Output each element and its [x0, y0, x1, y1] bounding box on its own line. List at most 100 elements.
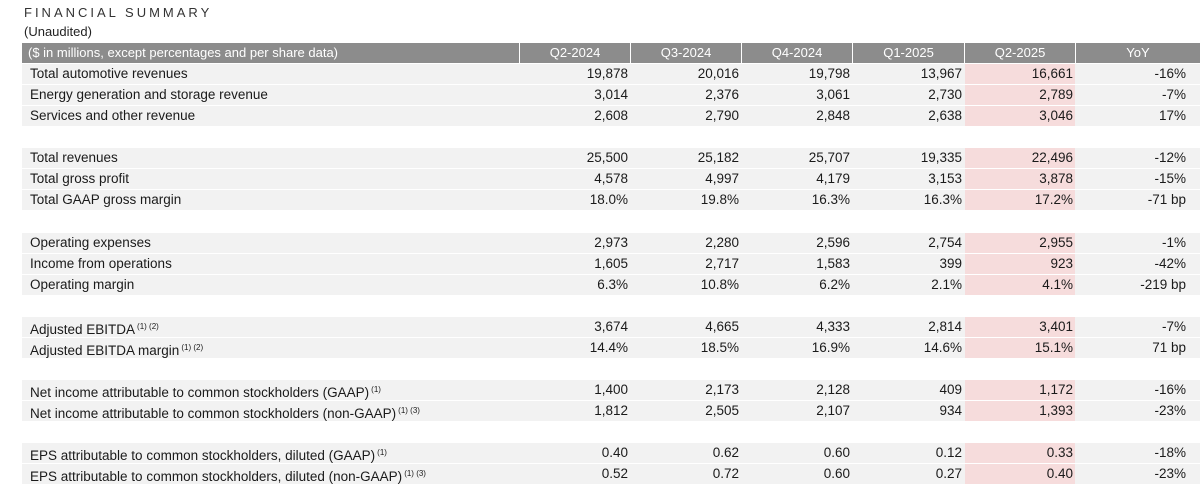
table-row: Services and other revenue 2,608 2,790 2,84… — [22, 106, 1200, 126]
current-quarter-highlight — [965, 64, 1075, 84]
header-col-q3-2024: Q3-2024 — [660, 45, 712, 60]
cell-q2-2025: 3,046 — [1039, 108, 1073, 123]
cell-q3-2024: 25,182 — [697, 150, 739, 165]
table-row: Adjusted EBITDA (1) (2) 3,674 4,665 4,333 2,8… — [22, 317, 1200, 337]
cell-q4-2024: 16.9% — [811, 340, 850, 355]
cell-q3-2024: 20,016 — [697, 66, 739, 81]
cell-q1-2025: 2,754 — [928, 235, 962, 250]
footnote-reference: (1) (2) — [137, 322, 159, 331]
cell-q4-2024: 2,848 — [816, 108, 850, 123]
cell-q3-2024: 4,997 — [705, 171, 739, 186]
cell-q2-2025: 2,955 — [1039, 235, 1073, 250]
cell-q4-2024: 0.60 — [823, 445, 850, 460]
cell-q4-2024: 2,128 — [816, 382, 850, 397]
cell-q2-2025: 0.33 — [1046, 445, 1073, 460]
current-quarter-highlight — [965, 275, 1075, 295]
cell-yoy: -71 bp — [1147, 192, 1186, 207]
cell-q2-2024: 25,500 — [586, 150, 628, 165]
cell-q2-2025: 16,661 — [1031, 66, 1073, 81]
cell-q1-2025: 16.3% — [923, 192, 962, 207]
row-label-text: Income from operations — [30, 256, 172, 271]
cell-q1-2025: 14.6% — [923, 340, 962, 355]
table-row: Operating margin 6.3% 10.8% 6.2% 2.1% 4.1% -21… — [22, 275, 1200, 295]
cell-yoy: -23% — [1154, 403, 1186, 418]
cell-yoy: -23% — [1154, 466, 1186, 481]
cell-yoy: 71 bp — [1152, 340, 1186, 355]
header-col-q1-2025: Q1-2025 — [883, 45, 934, 60]
cell-yoy: -42% — [1154, 256, 1186, 271]
cell-q2-2025: 1,393 — [1039, 403, 1073, 418]
header-col-q2-2024: Q2-2024 — [549, 45, 601, 60]
table-row: EPS attributable to common stockholders,… — [22, 464, 1200, 484]
row-label-text: Operating expenses — [30, 235, 151, 250]
row-label-text: Total GAAP gross margin — [30, 192, 182, 207]
cell-q1-2025: 2,814 — [928, 319, 962, 334]
cell-q2-2024: 3,674 — [594, 319, 628, 334]
table-row: Energy generation and storage revenue 3,0… — [22, 85, 1200, 105]
table-header: ($ in millions, except percentages and p… — [22, 43, 1200, 63]
header-col-q2-2025: Q2-2025 — [994, 45, 1046, 60]
current-quarter-highlight — [965, 190, 1075, 210]
row-label: Total GAAP gross margin — [30, 190, 181, 210]
cell-q4-2024: 3,061 — [816, 87, 850, 102]
cell-q2-2024: 0.40 — [601, 445, 628, 460]
cell-q4-2024: 0.60 — [823, 466, 850, 481]
cell-q4-2024: 6.2% — [819, 277, 850, 292]
row-label-text: Services and other revenue — [30, 108, 196, 123]
header-divider — [852, 43, 853, 63]
row-label-text: Net income attributable to common stockh… — [30, 385, 370, 400]
current-quarter-highlight — [965, 443, 1075, 463]
cell-yoy: -18% — [1154, 445, 1186, 460]
cell-q2-2025: 15.1% — [1034, 340, 1073, 355]
current-quarter-highlight — [965, 106, 1075, 126]
cell-q2-2024: 1,605 — [594, 256, 628, 271]
page-title: FINANCIAL SUMMARY — [24, 5, 213, 20]
cell-yoy: -16% — [1154, 382, 1186, 397]
cell-q3-2024: 0.72 — [712, 466, 739, 481]
cell-q1-2025: 3,153 — [928, 171, 962, 186]
cell-yoy: 17% — [1158, 108, 1186, 123]
table-row: Total automotive revenues 19,878 20,016 19,… — [22, 64, 1200, 84]
row-label: Services and other revenue — [30, 106, 195, 126]
cell-q2-2024: 4,578 — [594, 171, 628, 186]
header-divider — [630, 43, 631, 63]
cell-q4-2024: 4,333 — [816, 319, 850, 334]
row-label: Net income attributable to common stockh… — [30, 401, 420, 424]
table-row: Total GAAP gross margin 18.0% 19.8% 16.3% 16… — [22, 190, 1200, 210]
cell-q1-2025: 2.1% — [931, 277, 962, 292]
cell-q2-2025: 0.40 — [1046, 466, 1073, 481]
cell-yoy: -16% — [1154, 66, 1186, 81]
cell-q3-2024: 2,717 — [705, 256, 739, 271]
row-label-text: Net income attributable to common stockh… — [30, 406, 397, 421]
cell-q4-2024: 25,707 — [808, 150, 850, 165]
row-label: Operating margin — [30, 275, 134, 295]
table-row: Total revenues 25,500 25,182 25,707 19,335 22… — [22, 148, 1200, 168]
row-label-text: Energy generation and storage revenue — [30, 87, 268, 102]
current-quarter-highlight — [965, 148, 1075, 168]
cell-q2-2024: 14.4% — [589, 340, 628, 355]
table-row: Net income attributable to common stockh… — [22, 380, 1200, 400]
header-divider — [519, 43, 520, 63]
header-col-q4-2024: Q4-2024 — [771, 45, 823, 60]
cell-q1-2025: 19,335 — [920, 150, 962, 165]
row-label: Adjusted EBITDA (1) (2) — [30, 317, 159, 340]
row-label: EPS attributable to common stockholders,… — [30, 443, 387, 466]
current-quarter-highlight — [965, 317, 1075, 337]
table-row: Adjusted EBITDA margin (1) (2) 14.4% 18.5% 1… — [22, 338, 1200, 358]
cell-q1-2025: 2,638 — [928, 108, 962, 123]
row-label: Operating expenses — [30, 233, 151, 253]
cell-q3-2024: 2,173 — [705, 382, 739, 397]
footnote-reference: (1) — [371, 385, 381, 394]
cell-q3-2024: 2,505 — [705, 403, 739, 418]
header-label: ($ in millions, except percentages and p… — [28, 45, 339, 60]
cell-q1-2025: 399 — [939, 256, 962, 271]
current-quarter-highlight — [965, 401, 1075, 421]
cell-q2-2025: 923 — [1050, 256, 1073, 271]
row-label: EPS attributable to common stockholders,… — [30, 464, 426, 487]
cell-q3-2024: 2,376 — [705, 87, 739, 102]
cell-q1-2025: 0.27 — [935, 466, 962, 481]
table-row: Operating expenses 2,973 2,280 2,596 2,754 2,… — [22, 233, 1200, 253]
header-divider — [741, 43, 742, 63]
table-row: Income from operations 1,605 2,717 1,583 399… — [22, 254, 1200, 274]
cell-q3-2024: 2,280 — [705, 235, 739, 250]
